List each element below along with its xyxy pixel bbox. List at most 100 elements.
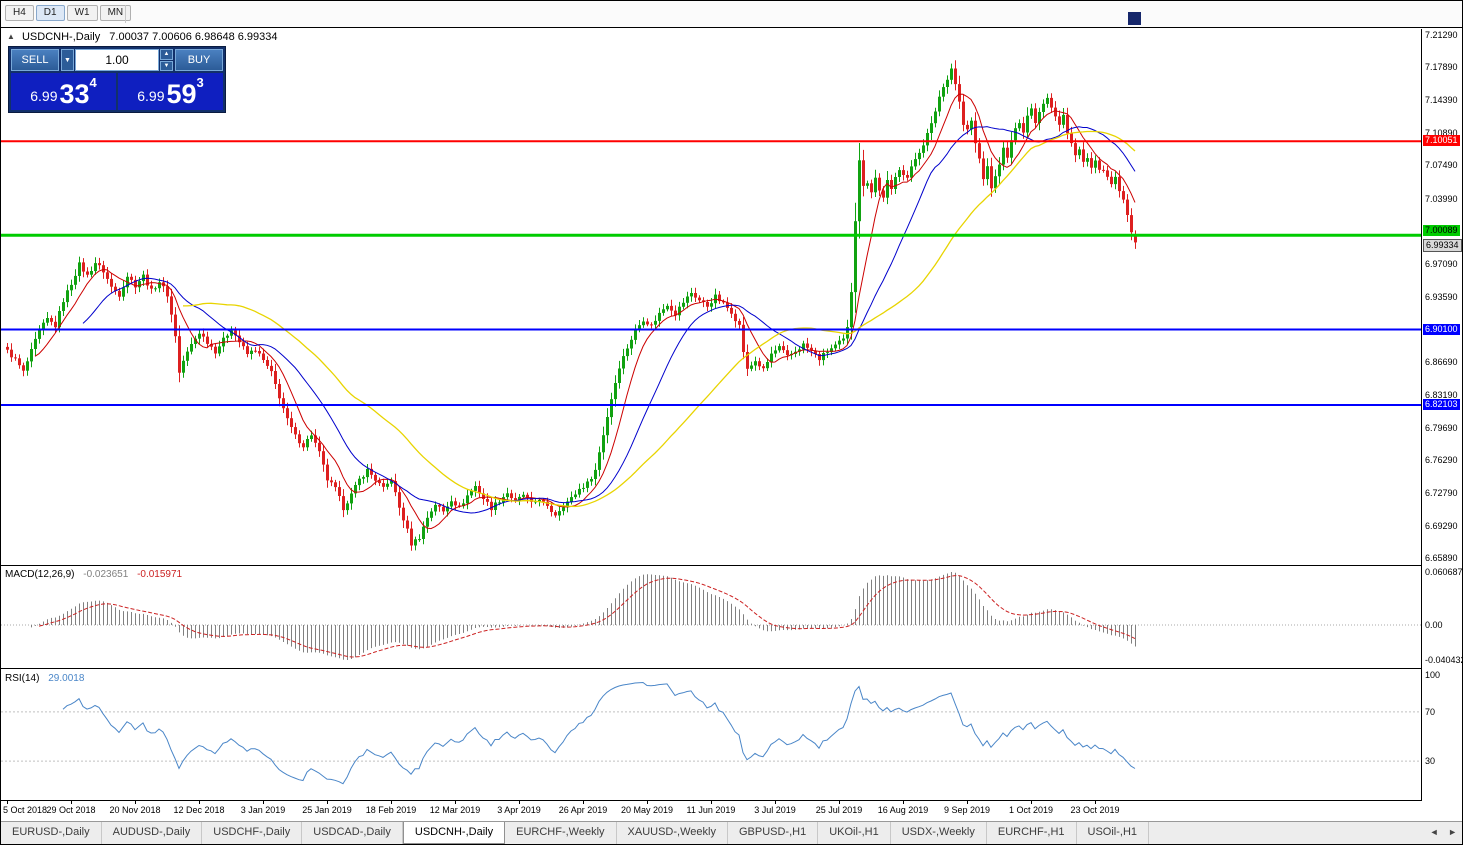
chart-tab-ukoil-h1[interactable]: UKOil-,H1 xyxy=(818,822,891,844)
timeframe-button-w1[interactable]: W1 xyxy=(66,5,98,21)
chart-ohlc-values: 7.00037 7.00606 6.98648 6.99334 xyxy=(109,31,278,43)
date-axis-label: 18 Feb 2019 xyxy=(365,805,417,815)
price-axis-tick: 7.03990 xyxy=(1425,193,1458,204)
chart-tab-usdx-weekly[interactable]: USDX-,Weekly xyxy=(891,822,987,844)
trade-panel-toggle-icon[interactable]: ▲ xyxy=(7,32,15,41)
date-axis-tick xyxy=(135,801,136,804)
date-axis-label: 3 Apr 2019 xyxy=(497,805,541,815)
chart-tab-xauusd-weekly[interactable]: XAUUSD-,Weekly xyxy=(617,822,728,844)
chart-shift-marker[interactable] xyxy=(1128,12,1141,25)
date-axis-label: 23 Oct 2019 xyxy=(1070,805,1120,815)
spinner-up-icon[interactable]: ▲ xyxy=(160,49,173,60)
rsi-indicator-label: RSI(14) 29.0018 xyxy=(5,673,84,684)
price-axis-tick: 6.86690 xyxy=(1425,356,1458,367)
date-axis-tick xyxy=(263,801,264,804)
date-axis-tick xyxy=(1031,801,1032,804)
date-axis-label: 25 Jan 2019 xyxy=(302,805,352,815)
date-axis-tick xyxy=(775,801,776,804)
date-axis-label: 3 Jan 2019 xyxy=(240,805,286,815)
sell-price[interactable]: 6.99 33 4 xyxy=(11,73,116,110)
macd-indicator-label: MACD(12,26,9) -0.023651 -0.015971 xyxy=(5,569,182,580)
price-axis-tick: 7.14390 xyxy=(1425,95,1458,106)
timeframe-button-h4[interactable]: H4 xyxy=(5,5,34,21)
buy-button[interactable]: BUY xyxy=(175,49,223,71)
sell-price-pips: 33 xyxy=(59,79,90,109)
volume-dropdown-icon[interactable]: ▼ xyxy=(61,49,74,71)
tabs-scroll-left-icon[interactable]: ◄ xyxy=(1429,827,1439,837)
macd-axis-label: 0.00 xyxy=(1425,620,1443,630)
date-axis-tick xyxy=(391,801,392,804)
timeframe-button-group: H4 D1 W1 MN xyxy=(4,1,132,21)
date-axis-tick xyxy=(327,801,328,804)
tabs-scroll-right-icon[interactable]: ► xyxy=(1448,827,1457,837)
chart-area: ▲ USDCNH-,Daily 7.00037 7.00606 6.98648 … xyxy=(1,29,1462,821)
date-axis-label: 12 Mar 2019 xyxy=(429,805,481,815)
price-axis-tick: 6.65890 xyxy=(1425,552,1458,563)
macd-canvas[interactable] xyxy=(1,566,1421,668)
main-chart-canvas[interactable] xyxy=(1,29,1421,565)
date-axis-label: 29 Oct 2018 xyxy=(46,805,96,815)
buy-price-point: 3 xyxy=(196,75,204,90)
buy-price[interactable]: 6.99 59 3 xyxy=(118,73,223,110)
date-axis-tick xyxy=(839,801,840,804)
price-axis-tick: 6.93590 xyxy=(1425,291,1458,302)
timeframe-toolbar: H4 D1 W1 MN xyxy=(1,1,1462,28)
buy-price-major: 6.99 xyxy=(137,88,165,104)
sell-price-point: 4 xyxy=(89,75,97,90)
chart-tab-audusd-daily[interactable]: AUDUSD-,Daily xyxy=(102,822,203,844)
price-badge: 6.90100 xyxy=(1423,323,1460,335)
price-badge: 6.99334 xyxy=(1423,239,1462,253)
date-axis-tick xyxy=(455,801,456,804)
macd-name: MACD(12,26,9) xyxy=(5,569,75,580)
pane-separator[interactable] xyxy=(1,668,1462,669)
chart-tab-usoil-h1[interactable]: USOil-,H1 xyxy=(1077,822,1150,844)
date-axis-label: 16 Aug 2019 xyxy=(877,805,929,815)
pane-separator[interactable] xyxy=(1,800,1462,801)
price-axis-tick: 6.83190 xyxy=(1425,389,1458,400)
rsi-canvas[interactable] xyxy=(1,669,1421,800)
price-axis-tick: 6.76290 xyxy=(1425,454,1458,465)
price-axis-tick: 7.10890 xyxy=(1425,128,1458,139)
price-axis[interactable]: 7.21290 7.17890 7.14390 7.10890 7.07490 7.039… xyxy=(1421,29,1462,801)
chart-tab-gbpusd-h1[interactable]: GBPUSD-,H1 xyxy=(728,822,819,844)
macd-axis-label: -0.040432 xyxy=(1425,655,1463,665)
volume-input[interactable] xyxy=(75,49,159,71)
rsi-axis-label: 70 xyxy=(1425,707,1436,717)
chart-tabs: EURUSD-,Daily AUDUSD-,Daily USDCHF-,Daily U… xyxy=(1,822,1150,844)
chart-tab-usdcnh-daily[interactable]: USDCNH-,Daily xyxy=(402,822,506,844)
chart-tab-eurchf-weekly[interactable]: EURCHF-,Weekly xyxy=(505,822,617,844)
spinner-down-icon[interactable]: ▼ xyxy=(160,60,173,71)
volume-control: ▼ ▲ ▼ xyxy=(61,49,173,71)
date-axis-label: 5 Oct 2018 xyxy=(3,805,48,815)
chart-tab-eurusd-daily[interactable]: EURUSD-,Daily xyxy=(1,822,102,844)
price-axis-tick: 6.69290 xyxy=(1425,520,1458,531)
date-axis-label: 11 Jun 2019 xyxy=(686,805,736,815)
date-axis-tick xyxy=(903,801,904,804)
date-axis[interactable]: 5 Oct 2018 29 Oct 2018 20 Nov 2018 12 Dec 2… xyxy=(1,801,1421,821)
price-badge: 6.82103 xyxy=(1423,398,1460,410)
date-axis-tick xyxy=(967,801,968,804)
macd-signal-value: -0.015971 xyxy=(137,569,183,580)
chart-tab-eurchf-h1[interactable]: EURCHF-,H1 xyxy=(987,822,1077,844)
date-axis-label: 1 Oct 2019 xyxy=(1008,805,1054,815)
rsi-name: RSI(14) xyxy=(5,673,40,684)
rsi-value: 29.0018 xyxy=(48,673,85,684)
date-axis-tick xyxy=(711,801,712,804)
chart-tab-usdchf-daily[interactable]: USDCHF-,Daily xyxy=(202,822,303,844)
sell-button[interactable]: SELL xyxy=(11,49,59,71)
timeframe-button-mn[interactable]: MN xyxy=(99,5,132,21)
macd-main-value: -0.023651 xyxy=(83,569,129,580)
volume-spinner[interactable]: ▲ ▼ xyxy=(160,49,173,71)
sell-price-major: 6.99 xyxy=(30,88,58,104)
pane-separator[interactable] xyxy=(1,565,1462,566)
rsi-axis-label: 30 xyxy=(1425,756,1436,766)
price-axis-tick: 7.17890 xyxy=(1425,62,1458,73)
price-axis-tick: 7.21290 xyxy=(1425,30,1458,41)
timeframe-button-d1[interactable]: D1 xyxy=(35,5,65,21)
date-axis-label: 20 May 2019 xyxy=(620,805,674,815)
chart-symbol-label: USDCNH-,Daily xyxy=(21,31,101,43)
chart-tab-usdcad-daily[interactable]: USDCAD-,Daily xyxy=(302,822,403,844)
date-axis-label: 3 Jul 2019 xyxy=(754,805,796,815)
tab-scroll-arrows: ◄ ► xyxy=(1423,822,1457,844)
